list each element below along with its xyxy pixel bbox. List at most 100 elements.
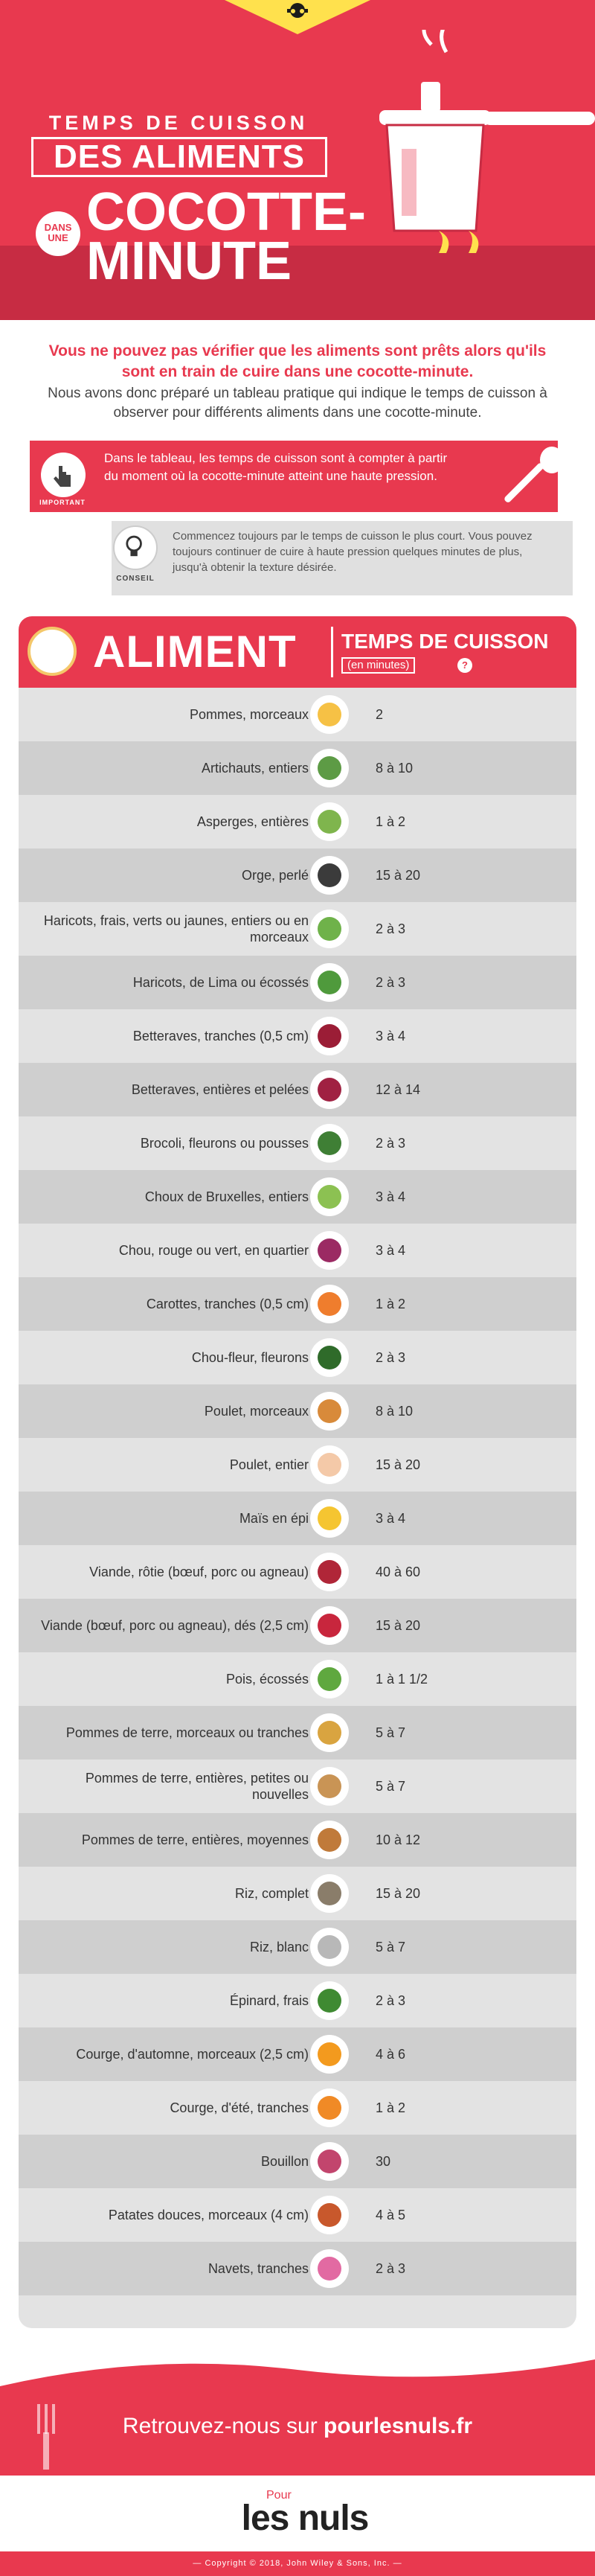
hand-pointer-icon [41,453,86,497]
food-name: Artichauts, entiers [201,761,309,776]
table-row: Artichauts, entiers 8 à 10 [19,741,576,795]
food-icon-fill [318,917,341,941]
column-header-temps: TEMPS DE CUISSON [341,630,549,653]
table-row: Asperges, entières 1 à 2 [19,795,576,848]
fork-icon [37,2404,55,2470]
food-name: Chou, rouge ou vert, en quartier [118,1243,309,1258]
food-name: Betteraves, tranches (0,5 cm) [132,1029,309,1043]
cook-time: 2 à 3 [376,1992,406,2008]
important-text: Dans le tableau, les temps de cuisson so… [104,451,448,483]
cook-time: 5 à 7 [376,1939,406,1955]
header-divider [331,627,333,677]
cook-time: 8 à 10 [376,1403,414,1419]
table-row: Pommes, morceaux 2 [19,688,576,741]
column-header-unit: (en minutes) [341,657,416,674]
table-row: Carottes, tranches (0,5 cm) 1 à 2 [19,1277,576,1331]
food-name: Pommes de terre, morceaux ou tranches [65,1725,309,1740]
food-name: Betteraves, entières et pelées [131,1082,309,1097]
table-row: Betteraves, entières et pelées 12 à 14 [19,1063,576,1116]
food-icon [310,1445,349,1484]
cook-time: 1 à 2 [376,1296,406,1311]
cook-time: 3 à 4 [376,1028,406,1043]
food-icon-fill [318,810,341,834]
food-icon-fill [318,1828,341,1852]
cook-time: 3 à 4 [376,1242,406,1258]
food-icon-fill [318,2150,341,2173]
cook-time: 30 [376,2153,391,2169]
cook-time: 2 à 3 [376,921,406,936]
table-row: Bouillon 30 [19,2135,576,2188]
food-name: Maïs en épi [239,1511,309,1526]
cook-time: 15 à 20 [376,1885,421,1901]
footer-band: Retrouvez-nous sur pourlesnuls.fr [0,2386,595,2476]
table-row: Choux de Bruxelles, entiers 3 à 4 [19,1170,576,1224]
intro-block: Vous ne pouvez pas vérifier que les alim… [36,341,559,423]
food-icon [310,1392,349,1431]
logo-pour: Pour [266,2489,292,2502]
table-row: Haricots, frais, verts ou jaunes, entier… [19,902,576,956]
table-row: Brocoli, fleurons ou pousses 2 à 3 [19,1116,576,1170]
food-name: Pommes, morceaux [189,707,309,722]
food-icon-fill [318,1721,341,1745]
lightbulb-icon [113,525,158,570]
food-icon [310,1874,349,1913]
pressure-cooker-icon [379,30,595,253]
cook-time: 5 à 7 [376,1778,406,1794]
conseil-panel [112,521,573,595]
cook-time: 5 à 7 [376,1725,406,1740]
intro-sub: Nous avons donc préparé un tableau prati… [48,386,547,421]
footer-site-link[interactable]: pourlesnuls.fr [324,2414,473,2438]
food-icon-fill [318,2257,341,2281]
table-row: Viande, rôtie (bœuf, porc ou agneau) 40 à… [19,1545,576,1599]
food-name: Riz, blanc [249,1940,309,1955]
table-row: Riz, blanc 5 à 7 [19,1920,576,1974]
table-row: Riz, complet 15 à 20 [19,1867,576,1920]
logo-les-nuls: les nuls [241,2499,370,2538]
table-row: Navets, tranches 2 à 3 [19,2242,576,2295]
food-icon-fill [318,1614,341,1637]
table-row: Courge, d'automne, morceaux (2,5 cm) 4 à … [19,2027,576,2081]
food-icon [310,1177,349,1216]
food-name: Riz, complet [234,1886,309,1901]
food-icon-fill [318,1560,341,1584]
food-icon [310,1553,349,1591]
food-name: Épinard, frais [229,1993,309,2008]
table-row: Pommes de terre, entières, petites ou no… [19,1760,576,1813]
food-icon [310,963,349,1002]
table-row: Viande (bœuf, porc ou agneau), dés (2,5 … [19,1599,576,1652]
cook-time: 1 à 1 1/2 [376,1671,428,1687]
food-icon [310,1981,349,2020]
table-row: Poulet, morceaux 8 à 10 [19,1384,576,1438]
food-icon [310,1767,349,1806]
food-icon-fill [318,971,341,994]
important-panel [30,441,558,512]
table-row: Chou, rouge ou vert, en quartier 3 à 4 [19,1224,576,1277]
table-row: Pommes de terre, morceaux ou tranches 5 à… [19,1706,576,1760]
food-name: Viande, rôtie (bœuf, porc ou agneau) [89,1565,309,1579]
cook-time: 2 [376,706,384,722]
cooking-table: ALIMENT TEMPS DE CUISSON (en minutes) ? … [19,616,576,2328]
table-row: Pommes de terre, entières, moyennes 10 à … [19,1813,576,1867]
food-icon [310,1017,349,1055]
table-row: Haricots, de Lima ou écossés 2 à 3 [19,956,576,1009]
food-icon-fill [318,1185,341,1209]
cook-time: 3 à 4 [376,1510,406,1526]
title-line-1: TEMPS DE CUISSON [48,112,309,134]
conseil-text: Commencez toujours par le temps de cuiss… [173,530,533,574]
food-icon [310,1231,349,1270]
food-name: Choux de Bruxelles, entiers [144,1189,309,1204]
food-icon-fill [318,756,341,780]
food-name: Pommes de terre, entières, moyennes [81,1832,309,1847]
food-icon-fill [318,1774,341,1798]
title-line-3a: COCOTTE- [86,182,366,242]
food-name: Pois, écossés [225,1672,309,1687]
food-icon [310,1285,349,1323]
food-icon [310,802,349,841]
table-row: Orge, perlé 15 à 20 [19,848,576,902]
cook-time: 4 à 5 [376,2207,406,2222]
food-name: Chou-fleur, fleurons [191,1350,309,1365]
food-icon [310,2035,349,2074]
table-row: Betteraves, tranches (0,5 cm) 3 à 4 [19,1009,576,1063]
footer-wave-decoration [0,2359,595,2386]
food-icon [310,2196,349,2234]
